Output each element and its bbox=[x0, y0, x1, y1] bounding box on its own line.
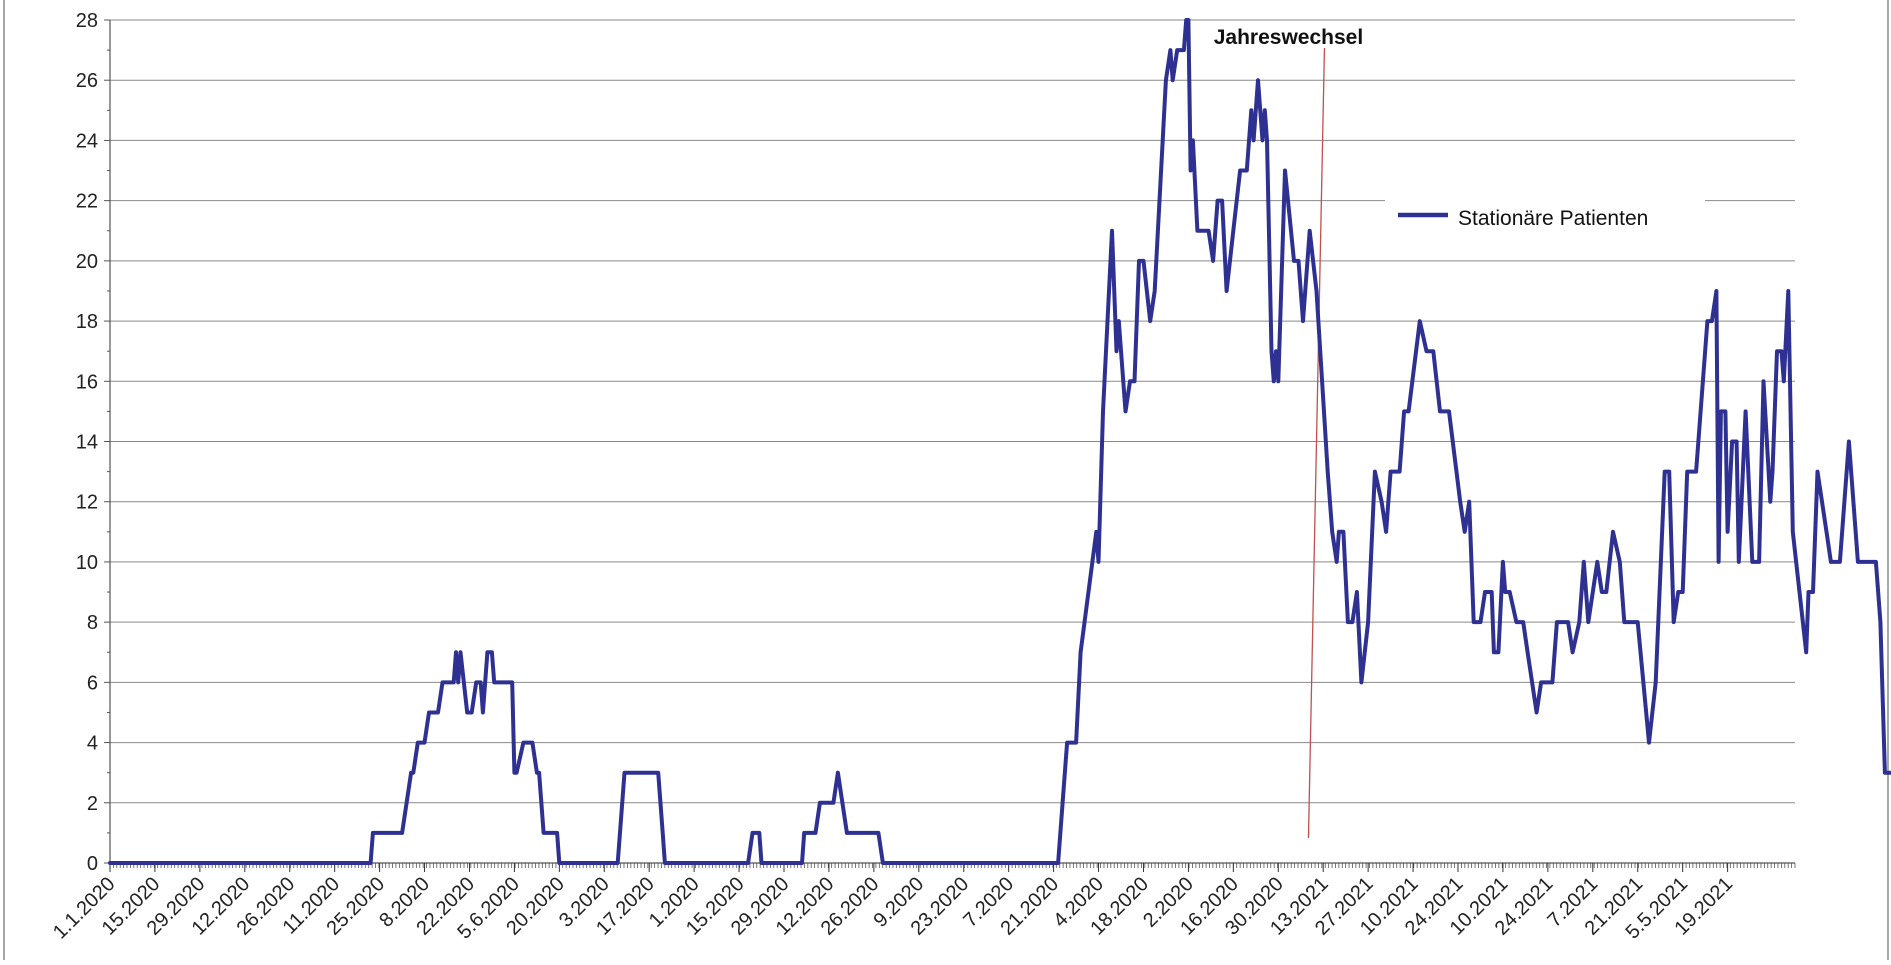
y-tick-label: 10 bbox=[76, 552, 98, 574]
y-tick-label: 6 bbox=[87, 672, 98, 694]
legend-label: Stationäre Patienten bbox=[1458, 207, 1648, 230]
y-tick-label: 14 bbox=[76, 432, 98, 454]
series-line-0 bbox=[108, 18, 1891, 865]
y-tick-label: 0 bbox=[87, 853, 98, 875]
y-tick-label: 4 bbox=[87, 733, 98, 755]
y-tick-label: 8 bbox=[87, 612, 98, 634]
jahreswechsel-line bbox=[1307, 47, 1326, 839]
plot-frame bbox=[3, 0, 1889, 960]
y-tick-label: 2 bbox=[87, 793, 98, 815]
y-tick-label: 16 bbox=[76, 371, 98, 393]
legend: Stationäre Patienten bbox=[1385, 199, 1705, 235]
y-tick-label: 20 bbox=[76, 251, 98, 273]
y-tick-label: 18 bbox=[76, 311, 98, 333]
annotation-group: Jahreswechsel bbox=[1214, 26, 1363, 839]
y-tick-label: 24 bbox=[76, 130, 98, 152]
x-axis: 1.1.202015.202029.202012.202026.202011.2… bbox=[49, 862, 1796, 944]
y-tick-label: 12 bbox=[76, 492, 98, 514]
y-tick-label: 28 bbox=[76, 10, 98, 32]
y-tick-label: 26 bbox=[76, 70, 98, 92]
y-tick-label: 22 bbox=[76, 191, 98, 213]
jahreswechsel-label: Jahreswechsel bbox=[1214, 26, 1363, 49]
series-group bbox=[108, 18, 1891, 865]
